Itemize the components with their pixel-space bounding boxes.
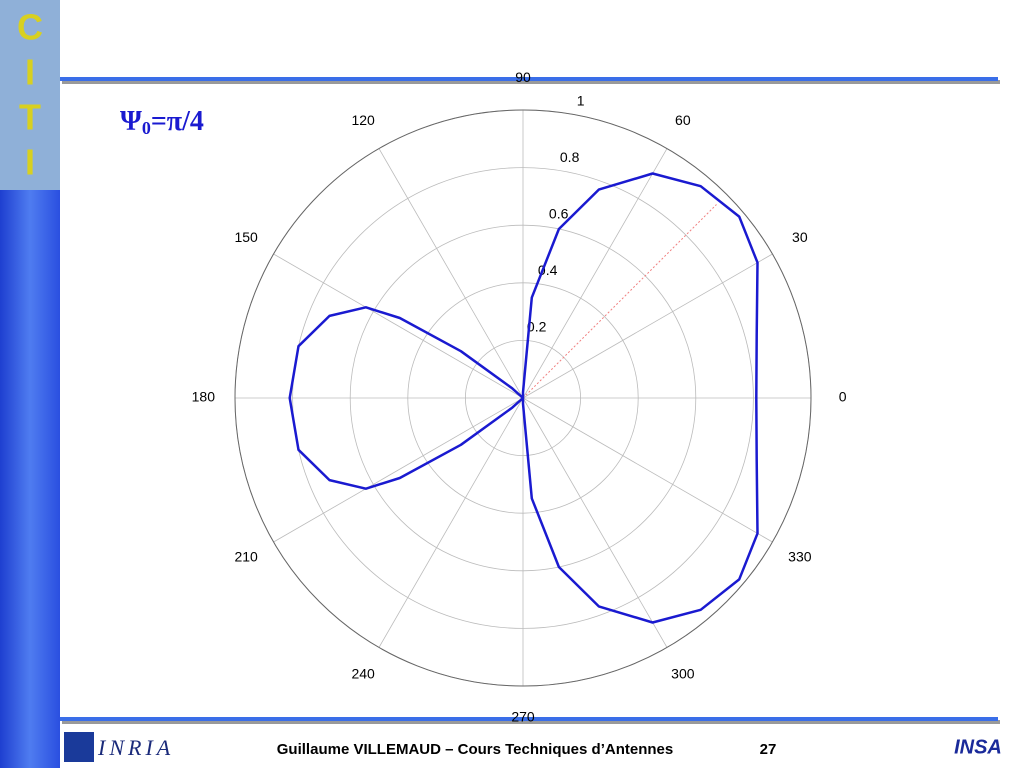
title-main: Ψ	[120, 106, 142, 137]
footer-page: 27	[760, 741, 777, 758]
title-rest: =π/4	[151, 106, 204, 137]
citi-letter: T	[19, 97, 41, 138]
r-tick-label: 0.2	[527, 318, 547, 334]
inria-mark	[64, 732, 94, 762]
grid-circle	[407, 282, 639, 514]
bottom-rule	[60, 717, 998, 721]
slide-title: Ψ0=π/4	[120, 106, 204, 138]
spoke	[273, 253, 524, 399]
grid-circle	[464, 339, 581, 456]
pattern-line	[288, 172, 759, 624]
r-tick-label: 0.4	[538, 262, 558, 278]
theta-tick-label: 0	[839, 389, 847, 405]
theta-tick-label: 150	[234, 229, 258, 245]
theta-tick-label: 180	[192, 389, 216, 405]
theta-tick-label: 120	[351, 112, 375, 128]
r-tick-label: 0.6	[549, 205, 569, 221]
spoke	[522, 397, 773, 543]
citi-letter: I	[25, 52, 35, 93]
polar-plot: 0.2 0.4 0.6 0.8 1 0 30 60 90 120 150 180 210 240 270 30…	[192, 69, 847, 724]
r-tick-label: 0.8	[560, 149, 580, 165]
outer-circle	[234, 109, 812, 687]
theta-tick-label: 210	[234, 549, 258, 565]
spoke	[522, 397, 668, 648]
theta-tick-label: 90	[515, 69, 531, 85]
steer-line	[522, 204, 717, 399]
insa-logo: INSA	[954, 736, 1002, 758]
theta-tick-label: 330	[788, 549, 812, 565]
bottom-rule-shadow	[62, 720, 1000, 724]
footer-author: Guillaume VILLEMAUD – Cours Techniques d…	[277, 741, 673, 758]
inria-logo: INRIA	[97, 735, 174, 760]
grid-circle	[292, 167, 754, 629]
title-sub: 0	[142, 118, 151, 138]
citi-letter: I	[25, 142, 35, 183]
spoke	[522, 253, 773, 399]
spoke	[273, 397, 524, 543]
citi-logo-bg	[0, 0, 60, 190]
spoke	[378, 148, 524, 399]
spoke	[378, 397, 524, 648]
r-tick-label: 1	[577, 92, 585, 108]
grid-circle	[349, 224, 697, 572]
spoke	[522, 148, 668, 399]
theta-tick-label: 240	[351, 666, 375, 682]
top-rule-shadow	[62, 80, 1000, 84]
theta-tick-label: 60	[675, 112, 691, 128]
theta-tick-label: 270	[511, 708, 535, 724]
citi-letter: C	[17, 7, 43, 48]
top-rule	[60, 77, 998, 81]
theta-tick-label: 300	[671, 666, 695, 682]
theta-tick-label: 30	[792, 229, 808, 245]
